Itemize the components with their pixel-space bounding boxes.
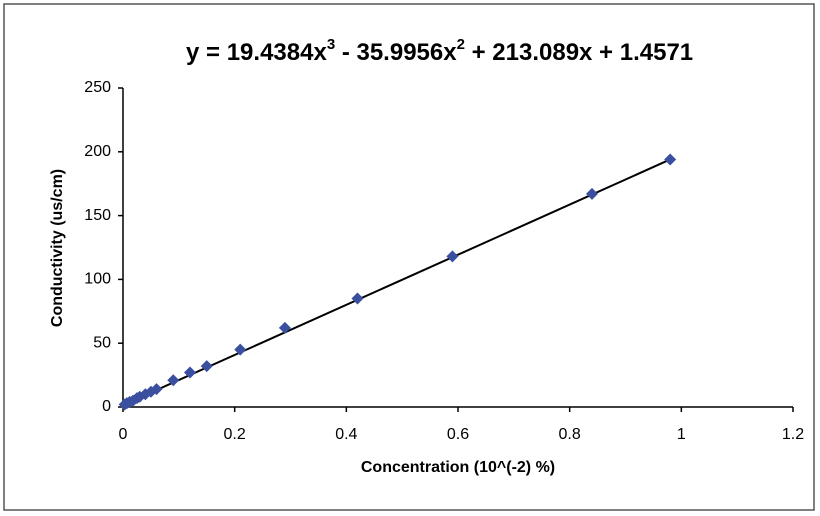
equation-part: + 213.089x + 1.4571 bbox=[465, 39, 693, 66]
data-point bbox=[586, 187, 598, 200]
data-point bbox=[200, 360, 213, 373]
x-tick-label: 0.2 bbox=[224, 426, 246, 443]
x-tick-label: 0.8 bbox=[559, 426, 581, 443]
x-axis-title: Concentration (10^(-2) %) bbox=[361, 459, 555, 476]
equation: y = 19.4384x3 - 35.9956x2 + 213.089x + 1… bbox=[186, 36, 693, 66]
y-tick-label: 150 bbox=[84, 207, 111, 224]
chart-frame bbox=[3, 3, 815, 511]
data-point bbox=[150, 383, 163, 396]
y-tick-label: 100 bbox=[84, 271, 111, 288]
data-point bbox=[278, 321, 291, 334]
data-point bbox=[167, 374, 180, 387]
y-tick-label: 0 bbox=[102, 398, 111, 415]
y-tick-label: 50 bbox=[93, 334, 111, 351]
equation-part: - 35.9956x bbox=[335, 39, 457, 66]
trendline bbox=[122, 158, 671, 406]
x-tick-label: 1 bbox=[677, 426, 686, 443]
equation-part: y = 19.4384x bbox=[186, 39, 327, 66]
x-tick-label: 0.4 bbox=[335, 426, 357, 443]
data-point bbox=[664, 153, 677, 166]
y-tick-label: 200 bbox=[84, 143, 111, 160]
y-axis-title: Conductivity (us/cm) bbox=[49, 169, 66, 327]
data-point bbox=[351, 292, 364, 305]
x-tick-label: 1.2 bbox=[782, 426, 804, 443]
equation-part: 3 bbox=[327, 36, 335, 53]
data-point bbox=[184, 366, 196, 379]
y-tick-label: 250 bbox=[84, 79, 111, 96]
data-point bbox=[446, 250, 459, 263]
equation-part: 2 bbox=[457, 36, 465, 53]
x-tick-label: 0.6 bbox=[447, 426, 469, 443]
x-tick-label: 0 bbox=[119, 426, 128, 443]
data-point bbox=[234, 343, 247, 356]
